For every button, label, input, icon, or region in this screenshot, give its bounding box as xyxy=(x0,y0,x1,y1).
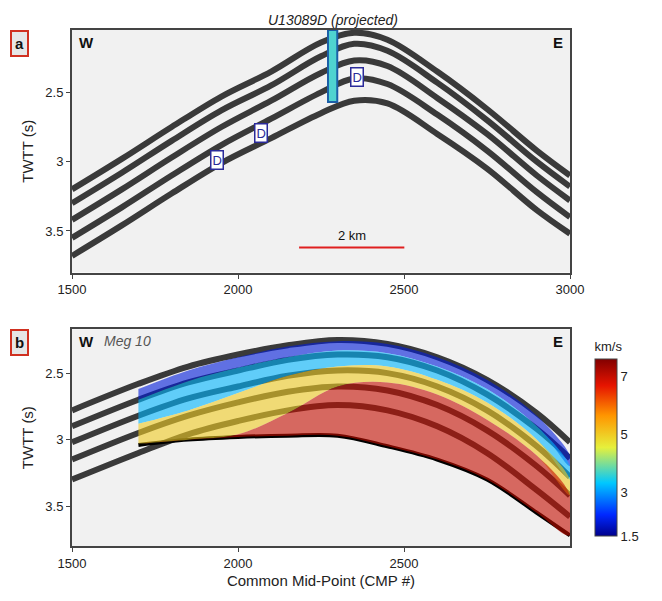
svg-text:1500: 1500 xyxy=(58,556,87,571)
svg-text:2500: 2500 xyxy=(390,282,419,297)
svg-text:D: D xyxy=(257,126,266,141)
svg-text:1500: 1500 xyxy=(58,282,87,297)
svg-text:a: a xyxy=(15,35,24,52)
svg-text:2500: 2500 xyxy=(390,556,419,571)
svg-text:Common Mid-Point (CMP #): Common Mid-Point (CMP #) xyxy=(227,572,415,589)
svg-text:3.5: 3.5 xyxy=(45,499,63,514)
svg-text:b: b xyxy=(15,334,24,351)
svg-text:U13089D (projected): U13089D (projected) xyxy=(268,12,398,28)
svg-text:km/s: km/s xyxy=(594,339,622,354)
svg-text:TWTT (s): TWTT (s) xyxy=(19,406,36,469)
svg-text:3: 3 xyxy=(621,485,628,500)
svg-text:TWTT (s): TWTT (s) xyxy=(19,120,36,183)
svg-text:3000: 3000 xyxy=(556,282,585,297)
svg-text:Meg 10: Meg 10 xyxy=(104,333,151,349)
svg-text:3.5: 3.5 xyxy=(45,224,63,239)
svg-text:7: 7 xyxy=(621,369,628,384)
svg-text:3: 3 xyxy=(56,432,63,447)
svg-text:W: W xyxy=(79,333,94,350)
svg-text:2000: 2000 xyxy=(224,556,253,571)
svg-text:3: 3 xyxy=(56,154,63,169)
svg-text:1.5: 1.5 xyxy=(621,529,639,544)
svg-text:5: 5 xyxy=(621,427,628,442)
svg-text:2 km: 2 km xyxy=(338,228,366,243)
svg-text:E: E xyxy=(553,333,563,350)
svg-text:D: D xyxy=(213,153,222,168)
svg-text:W: W xyxy=(79,34,94,51)
svg-text:D: D xyxy=(353,70,362,85)
svg-text:E: E xyxy=(553,34,563,51)
svg-text:2.5: 2.5 xyxy=(45,366,63,381)
svg-text:2000: 2000 xyxy=(224,282,253,297)
svg-text:2.5: 2.5 xyxy=(45,85,63,100)
